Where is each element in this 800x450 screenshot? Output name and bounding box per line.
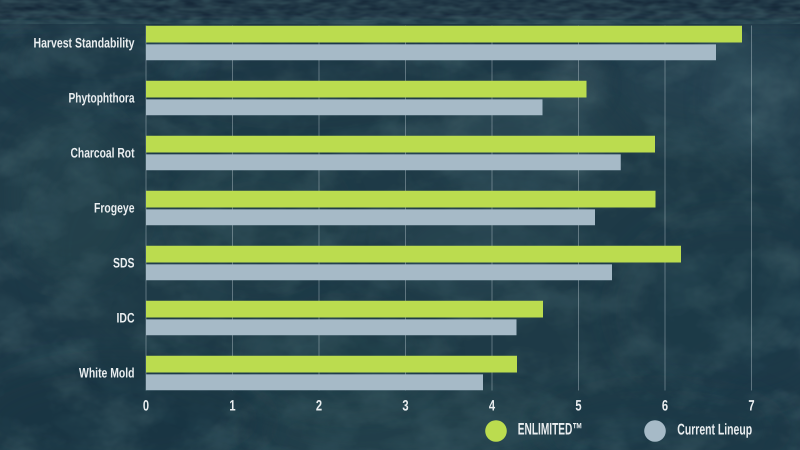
svg-text:7: 7: [748, 398, 754, 415]
svg-text:1: 1: [229, 398, 235, 415]
svg-text:4: 4: [489, 398, 496, 415]
svg-text:SDS: SDS: [113, 255, 135, 270]
svg-text:0: 0: [143, 398, 149, 415]
svg-text:Charcoal Rot: Charcoal Rot: [71, 145, 135, 160]
svg-text:Current Lineup: Current Lineup: [677, 422, 752, 439]
svg-text:Frogeye: Frogeye: [94, 200, 135, 215]
svg-text:2: 2: [316, 398, 322, 415]
svg-text:White Mold: White Mold: [79, 365, 135, 380]
svg-text:Phytophthora: Phytophthora: [69, 90, 135, 105]
svg-text:ENLIMITED™: ENLIMITED™: [518, 420, 583, 439]
svg-text:Harvest Standability: Harvest Standability: [34, 35, 135, 50]
svg-text:IDC: IDC: [117, 310, 135, 325]
svg-text:6: 6: [662, 398, 668, 415]
svg-text:5: 5: [575, 398, 581, 415]
svg-text:3: 3: [402, 398, 408, 415]
